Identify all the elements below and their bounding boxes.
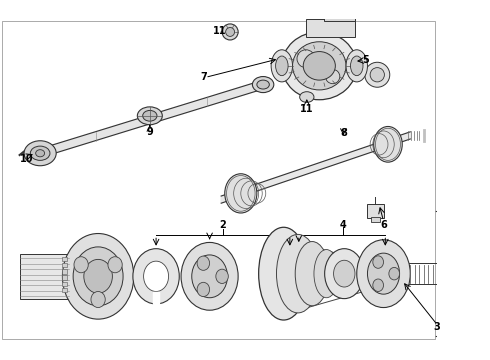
Ellipse shape: [276, 234, 319, 313]
Ellipse shape: [295, 242, 329, 306]
Bar: [324, 10, 355, 21]
Ellipse shape: [303, 51, 335, 80]
Ellipse shape: [74, 257, 88, 273]
Ellipse shape: [297, 50, 315, 68]
Ellipse shape: [133, 249, 179, 304]
Ellipse shape: [181, 242, 238, 310]
Ellipse shape: [354, 269, 362, 284]
Ellipse shape: [373, 256, 384, 268]
Ellipse shape: [143, 111, 157, 121]
Text: 11: 11: [300, 104, 314, 114]
Ellipse shape: [197, 282, 210, 297]
Ellipse shape: [373, 279, 384, 292]
Bar: [62, 288, 67, 292]
Ellipse shape: [368, 270, 373, 282]
Ellipse shape: [325, 69, 340, 84]
Polygon shape: [153, 292, 159, 304]
Polygon shape: [40, 80, 263, 158]
Bar: [62, 269, 67, 274]
Ellipse shape: [374, 126, 402, 162]
Ellipse shape: [365, 62, 390, 87]
Ellipse shape: [108, 257, 122, 273]
Ellipse shape: [257, 80, 270, 89]
Text: 8: 8: [340, 128, 347, 138]
Bar: [214, 28, 415, 104]
Ellipse shape: [300, 259, 316, 293]
Ellipse shape: [370, 68, 385, 82]
Ellipse shape: [222, 24, 238, 40]
Bar: [4, 27, 419, 189]
Text: 7: 7: [200, 72, 207, 82]
Ellipse shape: [346, 50, 368, 82]
Ellipse shape: [302, 258, 322, 290]
Text: 6: 6: [380, 220, 387, 230]
Polygon shape: [221, 132, 410, 203]
Bar: [62, 282, 67, 286]
Ellipse shape: [380, 273, 385, 280]
Ellipse shape: [357, 240, 410, 307]
Bar: [256, 211, 433, 336]
Ellipse shape: [252, 77, 274, 93]
Ellipse shape: [350, 56, 363, 76]
Bar: [306, 19, 355, 37]
Ellipse shape: [275, 56, 288, 76]
Text: 9: 9: [147, 127, 153, 137]
Text: 11: 11: [213, 26, 226, 36]
Ellipse shape: [216, 269, 228, 283]
Bar: [4, 100, 281, 189]
Bar: [4, 211, 490, 336]
Ellipse shape: [271, 50, 293, 82]
Ellipse shape: [399, 272, 406, 281]
Ellipse shape: [300, 92, 314, 102]
Ellipse shape: [30, 146, 50, 160]
Ellipse shape: [314, 249, 339, 298]
Ellipse shape: [259, 227, 309, 320]
Ellipse shape: [192, 255, 227, 298]
Ellipse shape: [282, 32, 357, 100]
Text: 4: 4: [340, 220, 347, 230]
Ellipse shape: [197, 256, 210, 270]
Text: 3: 3: [434, 322, 441, 332]
Ellipse shape: [327, 264, 339, 289]
Ellipse shape: [285, 254, 310, 293]
Ellipse shape: [84, 259, 112, 293]
Ellipse shape: [226, 27, 235, 36]
Bar: [62, 275, 67, 280]
Ellipse shape: [313, 262, 327, 291]
Ellipse shape: [318, 261, 335, 286]
Bar: [62, 257, 67, 261]
Ellipse shape: [389, 267, 399, 280]
Bar: [20, 254, 69, 299]
Text: 5: 5: [362, 55, 369, 66]
Ellipse shape: [293, 42, 346, 90]
Ellipse shape: [225, 174, 257, 213]
Bar: [371, 217, 380, 222]
Ellipse shape: [391, 270, 399, 283]
Text: 10: 10: [20, 154, 33, 163]
Ellipse shape: [73, 247, 123, 306]
Ellipse shape: [325, 249, 364, 299]
Ellipse shape: [36, 150, 45, 157]
Bar: [368, 204, 384, 219]
Bar: [62, 263, 67, 267]
Ellipse shape: [368, 253, 399, 294]
Ellipse shape: [334, 260, 355, 287]
Ellipse shape: [335, 265, 346, 283]
Ellipse shape: [278, 251, 310, 301]
Ellipse shape: [270, 251, 298, 297]
Ellipse shape: [91, 292, 105, 307]
Ellipse shape: [340, 266, 350, 286]
Ellipse shape: [144, 261, 169, 292]
Ellipse shape: [62, 234, 134, 319]
Ellipse shape: [137, 107, 162, 125]
Ellipse shape: [24, 141, 56, 166]
Text: 2: 2: [220, 220, 226, 230]
